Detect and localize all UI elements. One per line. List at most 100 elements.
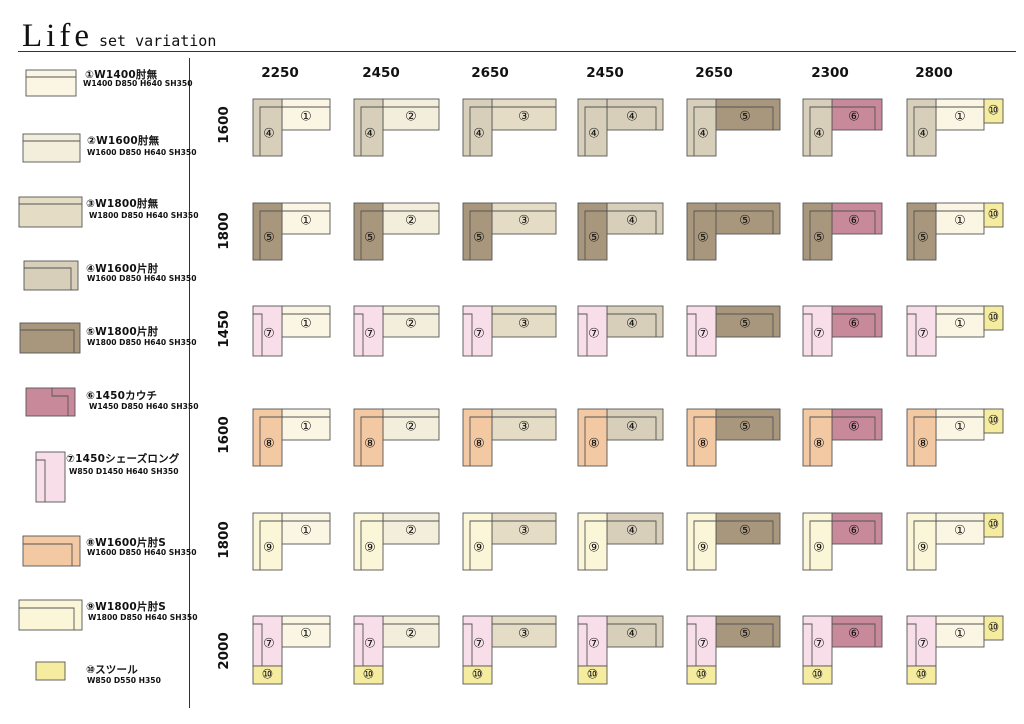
- left-module-label: ⑦: [263, 327, 275, 342]
- top-module-label: ①: [300, 214, 312, 229]
- left-module-back: [907, 623, 917, 666]
- left-module-label: ⑦: [813, 637, 825, 652]
- left-module-label: ⑨: [588, 541, 600, 556]
- combo-r3-c2: ②⑦: [353, 305, 440, 357]
- combo-r5-c7: ① ⑩ ⑨: [906, 512, 1004, 571]
- legend-dims-2: W1600 D850 H640 SH350: [87, 148, 197, 157]
- left-module: [906, 408, 937, 467]
- top-module-label: ①: [300, 317, 312, 332]
- legend-icon-4-arm: [24, 267, 72, 290]
- legend-name-5: ⑤W1800片肘: [86, 326, 159, 338]
- left-module: [353, 98, 384, 157]
- combo-r3-c7: ① ⑩ ⑦: [906, 305, 1004, 357]
- column-header: 2800: [915, 65, 953, 81]
- left-module-arm: [259, 416, 282, 466]
- left-module: [462, 408, 493, 467]
- combo-r2-c1: ①⑤: [252, 202, 331, 261]
- top-module-label: ①: [954, 214, 966, 229]
- left-module-label: ⑨: [473, 541, 485, 556]
- page-title: Life set variation: [22, 18, 216, 55]
- legend-dims-7: W850 D1450 H640 SH350: [69, 467, 179, 476]
- left-module-label: ⑦: [473, 327, 485, 342]
- left-module-back: [687, 313, 697, 356]
- top-module-arm: [607, 106, 657, 130]
- bottom-stool-label: ⑩: [812, 668, 824, 683]
- left-module-label: ⑤: [588, 231, 600, 246]
- left-module-label: ⑤: [697, 231, 709, 246]
- combo-r1-c5: ⑤④: [686, 98, 781, 157]
- combo-r6-c4: ④ ⑦ ⑩: [577, 615, 664, 685]
- top-module-label: ①: [954, 420, 966, 435]
- top-module-arm: [832, 106, 876, 130]
- left-module-label: ⑨: [813, 541, 825, 556]
- bottom-stool: [906, 665, 937, 685]
- top-module: [281, 408, 331, 441]
- left-module-back: [907, 313, 917, 356]
- column-header: 2450: [586, 65, 624, 81]
- top-module: [831, 408, 883, 441]
- left-module-arm: [584, 106, 607, 156]
- legend-icon-10: [35, 661, 66, 681]
- left-module-arm: [469, 520, 492, 570]
- top-module-arm: [716, 106, 774, 130]
- legend-icon-6: [25, 387, 76, 417]
- left-module-arm: [360, 106, 383, 156]
- top-module-label: ⑤: [739, 214, 751, 229]
- combo-r4-c7: ① ⑩ ⑧: [906, 408, 1004, 467]
- left-module-label: ⑤: [917, 231, 929, 246]
- top-module: [715, 512, 781, 545]
- column-header: 2650: [471, 65, 509, 81]
- top-module-arm: [716, 210, 774, 234]
- side-stool: [983, 98, 1004, 124]
- top-module: [831, 98, 883, 131]
- title-sub: set variation: [98, 32, 217, 50]
- combo-r2-c6: ⑥⑤: [802, 202, 883, 261]
- left-module-arm: [469, 106, 492, 156]
- bottom-stool: [353, 665, 384, 685]
- combo-r1-c7: ① ⑩ ④: [906, 98, 1004, 157]
- top-module: [491, 305, 557, 338]
- side-stool: [983, 512, 1004, 538]
- top-module-label: ②: [405, 627, 417, 642]
- top-module: [935, 408, 985, 441]
- combo-r3-c4: ④⑦: [577, 305, 664, 357]
- left-module-label: ⑧: [697, 437, 709, 452]
- left-module: [577, 98, 608, 157]
- bottom-stool-label: ⑩: [472, 668, 484, 683]
- legend-dims-5: W1800 D850 H640 SH350: [87, 338, 197, 347]
- top-module-label: ①: [300, 627, 312, 642]
- left-module-arm: [693, 210, 716, 260]
- legend-name-9: ⑨W1800片肘S: [86, 601, 167, 613]
- top-module: [606, 512, 664, 545]
- top-module: [935, 512, 985, 545]
- legend-icon-8-arm: [23, 543, 73, 566]
- title-underline: [18, 51, 1016, 52]
- left-module-label: ⑦: [364, 637, 376, 652]
- column-header: 2650: [695, 65, 733, 81]
- left-module-arm: [259, 106, 282, 156]
- top-module-arm: [832, 416, 876, 440]
- left-module-back: [253, 313, 263, 356]
- combo-r6-c5: ⑤ ⑦ ⑩: [686, 615, 781, 685]
- left-module-label: ⑦: [697, 327, 709, 342]
- combo-r6-c2: ② ⑦ ⑩: [353, 615, 440, 685]
- legend-divider: [189, 58, 190, 708]
- top-module-arm: [607, 520, 657, 544]
- combo-r5-c5: ⑤⑨: [686, 512, 781, 571]
- left-module-arm: [913, 416, 936, 466]
- combo-r6-c6: ⑥ ⑦ ⑩: [802, 615, 883, 685]
- left-module-arm: [584, 416, 607, 466]
- left-module: [906, 202, 937, 261]
- legend-name-6: ⑥1450カウチ: [86, 390, 158, 402]
- combo-r3-c6: ⑥⑦: [802, 305, 883, 357]
- left-module-arm: [360, 210, 383, 260]
- left-module: [802, 512, 833, 571]
- top-module-label: ⑤: [739, 524, 751, 539]
- top-module-label: ⑤: [739, 627, 751, 642]
- top-module-label: ⑥: [848, 420, 860, 435]
- top-module-label: ④: [626, 524, 638, 539]
- combo-r2-c3: ③⑤: [462, 202, 557, 261]
- legend-name-2: ②W1600肘無: [87, 135, 160, 147]
- top-module-label: ③: [518, 524, 530, 539]
- combo-r4-c5: ⑤⑧: [686, 408, 781, 467]
